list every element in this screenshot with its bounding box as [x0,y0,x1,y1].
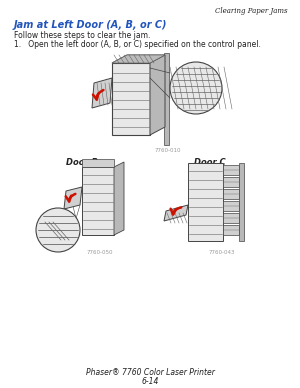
Polygon shape [112,55,165,63]
Bar [223,177,239,187]
Text: 7760-050: 7760-050 [87,250,113,255]
Text: 7760-010: 7760-010 [155,148,181,153]
Bar [82,159,114,167]
Polygon shape [64,187,82,209]
Polygon shape [164,205,188,221]
Bar [112,63,150,135]
Text: Clearing Paper Jams: Clearing Paper Jams [215,7,288,15]
Text: 7760-043: 7760-043 [209,250,235,255]
Bar [164,53,169,145]
Text: Jam at Left Door (A, B, or C): Jam at Left Door (A, B, or C) [14,20,167,30]
Bar [223,189,239,199]
Text: 6-14: 6-14 [141,377,159,386]
Text: Door A: Door A [134,55,166,64]
Text: Phaser® 7760 Color Laser Printer: Phaser® 7760 Color Laser Printer [85,368,214,377]
Circle shape [36,208,80,252]
Text: Door C: Door C [194,158,226,167]
Bar [223,225,239,235]
Polygon shape [92,78,112,108]
Text: Door B: Door B [66,158,98,167]
Polygon shape [150,55,165,135]
Circle shape [170,62,222,114]
Bar [239,163,244,241]
Bar [188,163,223,241]
Bar [82,167,114,235]
Bar [223,201,239,211]
Text: Follow these steps to clear the jam.: Follow these steps to clear the jam. [14,31,150,40]
Polygon shape [112,55,165,63]
Polygon shape [114,162,124,235]
Bar [223,213,239,223]
Text: 1.   Open the left door (A, B, or C) specified on the control panel.: 1. Open the left door (A, B, or C) speci… [14,40,261,49]
Bar [223,165,239,175]
